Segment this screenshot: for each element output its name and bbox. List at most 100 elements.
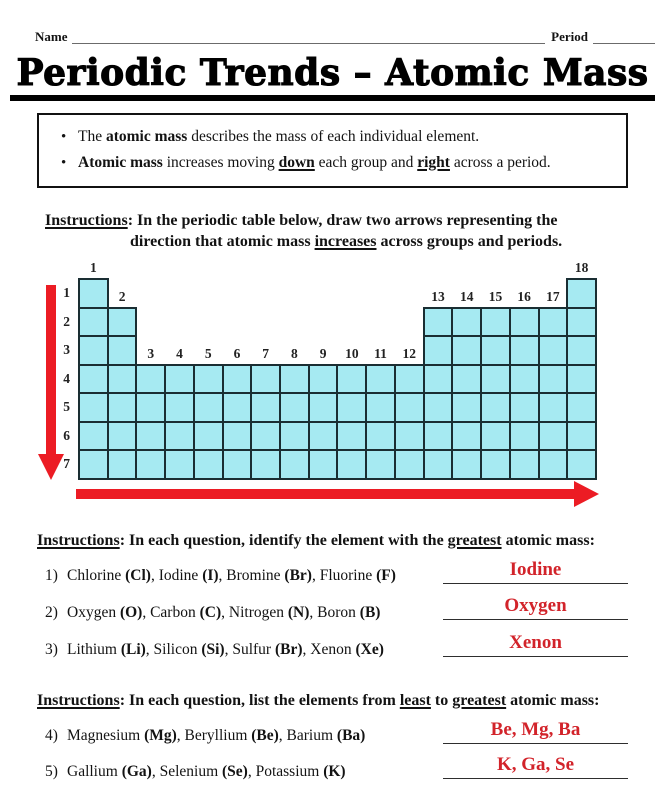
periodic-table-cell — [451, 449, 483, 480]
answer-blank-1: Iodine — [443, 558, 628, 584]
periodic-table-cell — [566, 420, 597, 451]
periodic-table-cell — [508, 363, 540, 394]
period-label: Period — [551, 29, 588, 44]
periodic-table-cell — [480, 335, 511, 366]
periodic-table-cell — [508, 306, 540, 337]
group-number-label: 2 — [118, 288, 126, 304]
periodic-table-cell — [164, 392, 195, 423]
periodic-table-cell — [221, 449, 253, 480]
question-number: 5) — [45, 763, 58, 780]
question-text: Oxygen (O), Carbon (C), Nitrogen (N), Bo… — [67, 604, 381, 621]
periodic-table-cell — [279, 392, 310, 423]
period-number-label: 6 — [63, 427, 70, 443]
periodic-table-cell — [307, 420, 339, 451]
periodic-table-cell — [336, 363, 368, 394]
key-point-1: • The atomic mass describes the mass of … — [49, 124, 616, 150]
group-number-label: 7 — [262, 345, 270, 361]
periodic-table-cell — [106, 363, 138, 394]
group-number-label: 11 — [374, 345, 387, 361]
answer-text: Oxygen — [504, 595, 567, 616]
right-arrow-head — [574, 481, 599, 507]
periodic-table-cell — [365, 392, 396, 423]
periodic-table-cell — [393, 420, 425, 451]
periodic-table-cell — [422, 335, 454, 366]
periodic-table-cell — [480, 420, 511, 451]
period-number-label: 5 — [63, 399, 70, 414]
periodic-table-cell — [106, 449, 138, 480]
periodic-table-cell — [164, 420, 195, 451]
period-number-label: 3 — [63, 342, 70, 357]
periodic-table-cell — [106, 306, 138, 337]
periodic-table-cell — [480, 449, 511, 480]
answer-text: Xenon — [509, 632, 562, 653]
periodic-table-cell — [451, 392, 483, 423]
periodic-table-cell — [250, 392, 282, 423]
question-number: 3) — [45, 641, 58, 658]
bullet-icon: • — [61, 129, 67, 145]
periodic-table-cell — [480, 306, 511, 337]
group-number-label: 14 — [459, 288, 474, 304]
answer-blank-5: K, Ga, Se — [443, 753, 628, 779]
periodic-table-cell — [537, 335, 569, 366]
periodic-table-cell — [307, 392, 339, 423]
periodic-table-cell — [566, 335, 597, 366]
periodic-table-cell — [422, 306, 454, 337]
periodic-table-cell — [451, 306, 483, 337]
periodic-table-cell — [537, 449, 569, 480]
group-number-label: 4 — [176, 345, 183, 361]
period-number-label: 7 — [63, 456, 70, 471]
periodic-table-cell — [480, 392, 511, 423]
name-blank-line — [71, 29, 546, 44]
title-wrap: Periodic Trends – Atomic Mass — [0, 52, 665, 102]
group-number-label: 1 — [89, 260, 97, 275]
periodic-table-cell — [422, 363, 454, 394]
answer-text: K, Ga, Se — [496, 754, 575, 775]
group-number-label: 5 — [204, 345, 212, 361]
periodic-table-cell — [78, 420, 109, 451]
periodic-table-cell — [566, 363, 597, 394]
period-number-label: 2 — [63, 313, 70, 329]
periodic-table-cell — [135, 449, 167, 480]
question-text: Chlorine (Cl), Iodine (I), Bromine (Br),… — [67, 567, 396, 584]
periodic-table-cell — [221, 392, 253, 423]
periodic-table-cell — [106, 420, 138, 451]
period-blank-line — [593, 29, 655, 44]
periodic-table-cell — [566, 392, 597, 423]
periodic-table-cell — [451, 420, 483, 451]
periodic-table-cell — [508, 420, 540, 451]
name-period-row: Name Period — [35, 29, 655, 45]
periodic-table-cell — [78, 306, 109, 337]
periodic-table-cell — [422, 449, 454, 480]
periodic-table-cell — [393, 392, 425, 423]
periodic-table-cell — [78, 449, 109, 480]
periodic-table-cell — [508, 449, 540, 480]
periodic-table-cell — [566, 278, 597, 309]
periodic-table-cell — [164, 449, 195, 480]
down-arrow-shaft — [46, 285, 56, 456]
question-number: 2) — [45, 604, 58, 621]
periodic-table-cell — [537, 392, 569, 423]
group-number-label: 13 — [431, 288, 445, 304]
periodic-table-cell — [365, 449, 396, 480]
bullet-icon: • — [61, 155, 67, 171]
draw-instructions: Instructions: In the periodic table belo… — [45, 210, 620, 252]
group-number-label: 6 — [233, 345, 241, 361]
periodic-table-cell — [307, 449, 339, 480]
key-point-text: The atomic mass describes the mass of ea… — [78, 128, 480, 145]
answer-text: Be, Mg, Ba — [490, 719, 581, 740]
group-number-label: 10 — [345, 345, 359, 361]
periodic-table-cell — [336, 449, 368, 480]
periodic-table-cell — [78, 278, 109, 309]
question-5: 5) Gallium (Ga), Selenium (Se), Potassium… — [45, 762, 445, 782]
group-number-label: 12 — [402, 345, 417, 361]
periodic-table-cell — [537, 363, 569, 394]
answer-blank-4: Be, Mg, Ba — [443, 718, 628, 744]
period-number-label: 4 — [63, 370, 70, 386]
periodic-table-cell — [135, 363, 167, 394]
periodic-table-cell — [192, 392, 224, 423]
question-text: Magnesium (Mg), Beryllium (Be), Barium (… — [67, 727, 366, 744]
greatest-instructions: Instructions: In each question, identify… — [37, 532, 595, 549]
periodic-table-cell — [279, 420, 310, 451]
periodic-table-cell — [336, 392, 368, 423]
